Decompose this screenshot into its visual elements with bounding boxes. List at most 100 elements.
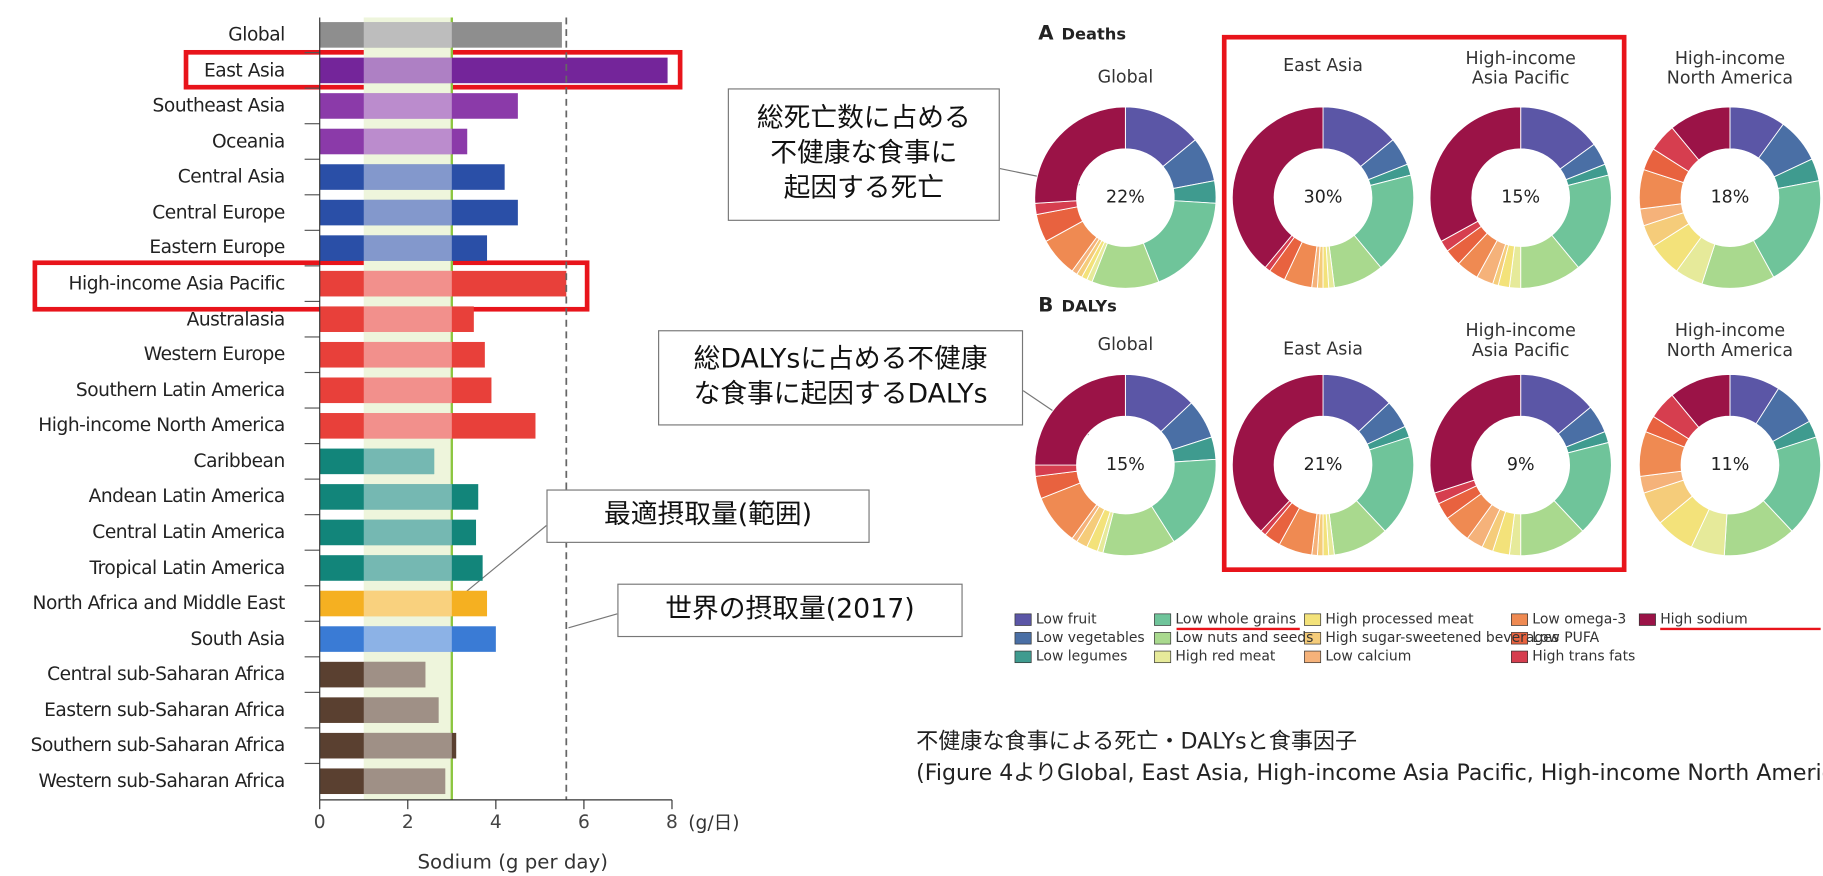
bar-optimal-overlay [363, 590, 452, 617]
bar [319, 448, 435, 475]
category-label: Southern Latin America [75, 378, 285, 401]
donut-center-label: 15% [1501, 186, 1541, 208]
category-label: Caribbean [193, 449, 286, 472]
bar-optimal-overlay [363, 626, 452, 652]
bar [319, 697, 439, 723]
bar-optimal-overlay [363, 697, 439, 723]
donut-center [1077, 149, 1174, 246]
category-label: Central Europe [152, 200, 285, 223]
category-label: Central sub-Saharan Africa [47, 662, 285, 685]
bar-optimal-overlay [363, 768, 446, 795]
category-label: Eastern sub-Saharan Africa [44, 698, 285, 721]
donut-center [1275, 417, 1371, 513]
donut-title: East Asia [1283, 54, 1363, 76]
x-unit: (g/日) [688, 811, 740, 834]
donut-title: East Asia [1283, 338, 1363, 360]
bar-optimal-overlay [363, 306, 452, 332]
bar-optimal-overlay [363, 377, 452, 404]
bar-optimal-overlay [363, 341, 452, 368]
bar-optimal-overlay [363, 484, 452, 510]
legend-label: Low PUFA [1532, 629, 1600, 646]
donut-title: Global [1097, 333, 1154, 355]
legend-label: High sodium [1660, 610, 1748, 627]
legend-label: Low fruit [1035, 610, 1097, 627]
donut-center [1275, 149, 1371, 246]
bar [319, 519, 477, 546]
bar-chart [304, 17, 673, 810]
bar-optimal-overlay [363, 270, 452, 297]
donut-center [1682, 149, 1778, 246]
donut-title: High-income Asia Pacific [1465, 47, 1576, 89]
x-tick-label: 6 [577, 810, 590, 833]
donut-segment [1671, 106, 1731, 161]
legend-swatch [1304, 650, 1322, 664]
category-label: North Africa and Middle East [32, 591, 286, 614]
legend-swatch [1154, 613, 1172, 626]
donut-center [1473, 149, 1569, 246]
bar [319, 93, 518, 119]
legend-label: Low legumes [1035, 647, 1128, 664]
x-tick-label: 8 [666, 810, 678, 833]
donut-segment [1429, 373, 1522, 494]
category-label: Global [228, 23, 285, 46]
category-label: Central Latin America [92, 520, 285, 543]
x-tick-label: 2 [401, 810, 414, 833]
bar-optimal-overlay [363, 164, 452, 190]
category-label: East Asia [203, 58, 285, 81]
category-label: High-income North America [38, 413, 285, 437]
bar-optimal-overlay [363, 128, 452, 155]
donut-segment [1429, 106, 1522, 242]
donut-center-label: 9% [1506, 453, 1535, 475]
bar [319, 626, 496, 652]
legend-swatch [1014, 632, 1032, 645]
bar [319, 555, 483, 581]
category-label: Andean Latin America [88, 485, 286, 508]
leader-line [453, 525, 547, 603]
legend-swatch [1304, 613, 1322, 626]
bar [319, 270, 567, 297]
category-label: Western Europe [143, 342, 286, 365]
panel-title: DALYs [1061, 297, 1117, 317]
x-axis-title: Sodium (g per day) [417, 851, 608, 875]
bar [319, 199, 518, 226]
panel-letter: A [1038, 22, 1054, 46]
donut-title: High-income North America [1666, 47, 1794, 89]
bar-optimal-overlay [363, 57, 452, 84]
bar [319, 590, 488, 617]
legend-label: Low calcium [1325, 647, 1412, 664]
donut-center [1682, 417, 1778, 513]
annotation: 総死亡数に占める 不健康な食事に 起因する死亡 [727, 88, 1000, 221]
donut-segment [1034, 106, 1126, 204]
legend-swatch [1154, 650, 1172, 664]
donut-center-label: 21% [1303, 453, 1343, 475]
bar [319, 377, 492, 404]
highlight-box [32, 260, 590, 312]
bar [319, 306, 474, 332]
highlight-box [1221, 34, 1627, 572]
donut-center [1473, 417, 1569, 513]
category-label: High-income Asia Pacific [68, 271, 285, 294]
bar-optimal-overlay [363, 235, 452, 261]
bar [319, 128, 468, 155]
legend-label: High sugar-sweetened beverages [1325, 629, 1560, 646]
bar [319, 661, 426, 688]
bar-optimal-overlay [363, 732, 452, 759]
bar [319, 732, 457, 759]
donut-center-label: 22% [1106, 186, 1145, 208]
legend-swatch [1154, 632, 1172, 645]
panel-title: Deaths [1061, 25, 1127, 45]
legend-swatch [1511, 650, 1529, 664]
donut-center-label: 11% [1710, 453, 1750, 475]
legend-label: High processed meat [1325, 610, 1474, 627]
category-label: Southern sub-Saharan Africa [30, 733, 286, 756]
donut-center-label: 18% [1710, 186, 1750, 208]
donut-center-label: 30% [1303, 186, 1343, 208]
leader-line [568, 613, 618, 629]
bar-optimal-overlay [363, 661, 426, 688]
category-label: South Asia [190, 627, 286, 650]
donut-center-label: 15% [1106, 453, 1145, 475]
donut-center [1077, 417, 1174, 513]
bar-optimal-overlay [363, 448, 435, 475]
